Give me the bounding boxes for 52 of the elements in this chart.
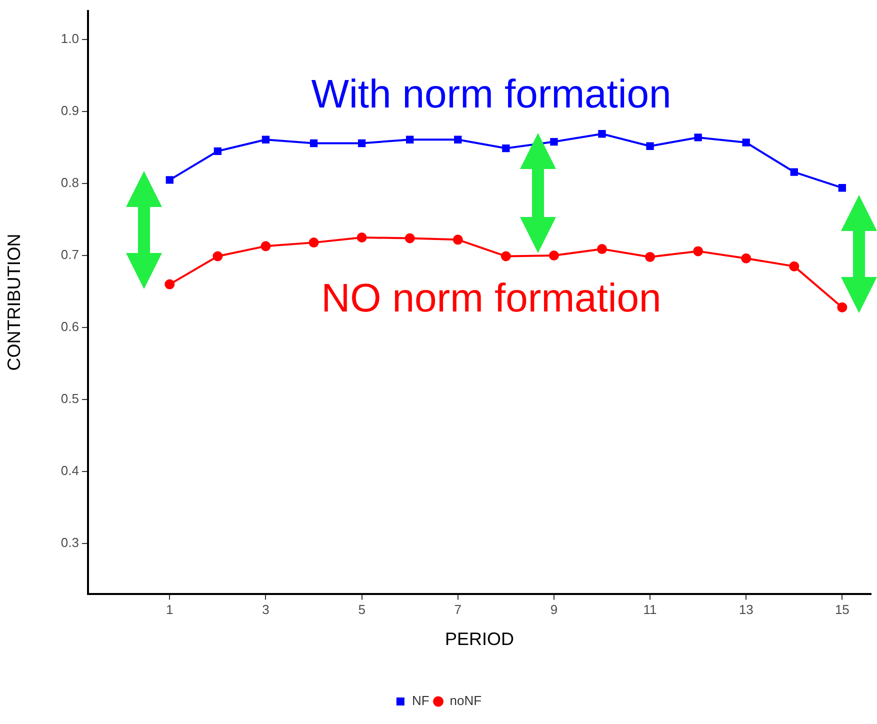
annotation: With norm formation <box>311 72 672 117</box>
point <box>646 142 654 150</box>
x-axis-title: PERIOD <box>444 629 514 650</box>
x-tick-label: 9 <box>550 602 558 618</box>
point <box>454 136 462 144</box>
y-tick-label: 0.8 <box>60 175 79 190</box>
point <box>837 302 848 312</box>
point <box>164 279 175 290</box>
x-tick-label: 3 <box>262 602 270 618</box>
point <box>789 261 800 272</box>
y-tick-label: 0.4 <box>60 463 79 478</box>
point <box>838 184 846 192</box>
point <box>598 130 606 138</box>
x-tick-label: 7 <box>454 602 462 618</box>
point <box>212 251 223 262</box>
y-tick-label: 1.0 <box>60 31 79 46</box>
point <box>550 138 558 146</box>
point <box>452 234 463 245</box>
y-tick-label: 0.3 <box>60 534 79 550</box>
legend-label: noNF <box>450 693 482 708</box>
point <box>596 244 607 254</box>
point <box>500 251 511 262</box>
point <box>260 241 271 252</box>
y-axis-title: CONTRIBUTION <box>4 234 24 371</box>
point <box>548 250 559 261</box>
y-tick-label: 0.5 <box>60 391 79 406</box>
x-tick-label: 13 <box>738 602 754 618</box>
point <box>358 139 366 148</box>
point <box>166 176 174 184</box>
y-tick-label: 0.9 <box>60 103 79 118</box>
point <box>262 136 270 144</box>
point <box>694 134 702 142</box>
x-tick-label: 5 <box>358 602 366 618</box>
point <box>404 233 415 244</box>
point <box>502 144 510 152</box>
point <box>356 232 367 243</box>
x-tick-label: 15 <box>834 602 850 618</box>
point <box>693 246 704 256</box>
y-tick-label: 0.6 <box>60 319 79 334</box>
point <box>308 238 319 248</box>
annotation: NO norm formation <box>321 276 662 321</box>
point <box>645 252 656 262</box>
point <box>310 139 318 148</box>
x-tick-label: 1 <box>166 602 174 618</box>
point <box>406 136 414 144</box>
point <box>790 168 798 176</box>
point <box>741 253 752 264</box>
y-tick-label: 0.7 <box>60 247 79 262</box>
point <box>742 138 750 146</box>
point <box>214 147 222 155</box>
x-tick-label: 11 <box>643 602 657 618</box>
legend-label: NF <box>412 693 430 708</box>
